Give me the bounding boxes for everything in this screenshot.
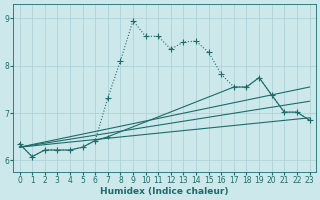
X-axis label: Humidex (Indice chaleur): Humidex (Indice chaleur) [100, 187, 229, 196]
